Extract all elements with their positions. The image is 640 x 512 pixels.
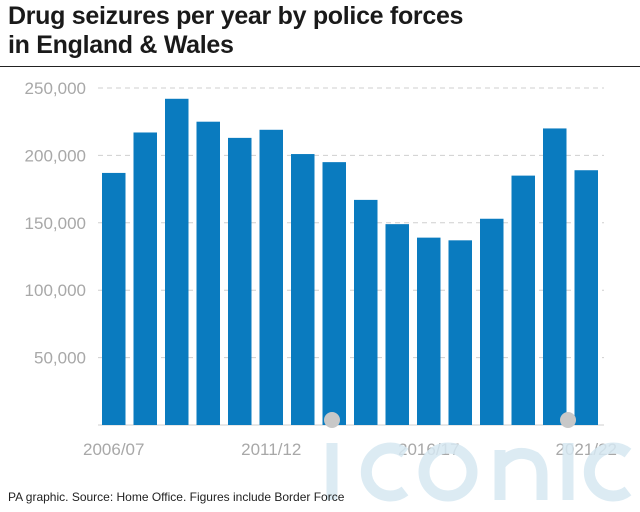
bar-2016-17 <box>417 237 441 425</box>
bar-2019-20 <box>511 175 535 425</box>
y-tick-label: 100,000 <box>25 281 86 300</box>
y-tick-label: 50,000 <box>34 349 86 368</box>
bar-2018-19 <box>480 218 504 425</box>
bar-2017-18 <box>448 240 472 425</box>
bar-2007-08 <box>133 132 157 425</box>
y-axis-labels: 250,000 200,000 150,000 100,000 50,000 <box>25 79 86 368</box>
bar-2008-09 <box>165 98 189 425</box>
title-divider <box>0 66 640 67</box>
chart-title: Drug seizures per year by police forces … <box>8 2 628 60</box>
bar-2015-16 <box>385 224 409 425</box>
bar-2021-22 <box>574 170 598 425</box>
y-tick-label: 250,000 <box>25 79 86 98</box>
x-tick-label: 2006/07 <box>83 440 144 459</box>
bar-2013-14 <box>322 162 346 425</box>
bar-2006-07 <box>102 172 126 425</box>
watermark-logo: iconic <box>324 412 632 502</box>
x-tick-label: 2011/12 <box>241 440 301 459</box>
bar-2010-11 <box>228 137 252 425</box>
title-line-2: in England & Wales <box>8 31 234 59</box>
bar-2012-13 <box>291 154 315 425</box>
bar-2020-21 <box>543 128 567 425</box>
bar-chart: 250,000 200,000 150,000 100,000 50,000 2006/… <box>25 79 617 459</box>
bar-2009-10 <box>196 121 220 425</box>
y-tick-label: 200,000 <box>25 146 86 165</box>
bar-2011-12 <box>259 129 283 425</box>
title-line-1: Drug seizures per year by police forces <box>8 2 464 30</box>
bar-2014-15 <box>354 199 378 425</box>
bars <box>102 98 598 425</box>
y-tick-label: 150,000 <box>25 214 86 233</box>
footer-source: PA graphic. Source: Home Office. Figures… <box>8 490 345 504</box>
